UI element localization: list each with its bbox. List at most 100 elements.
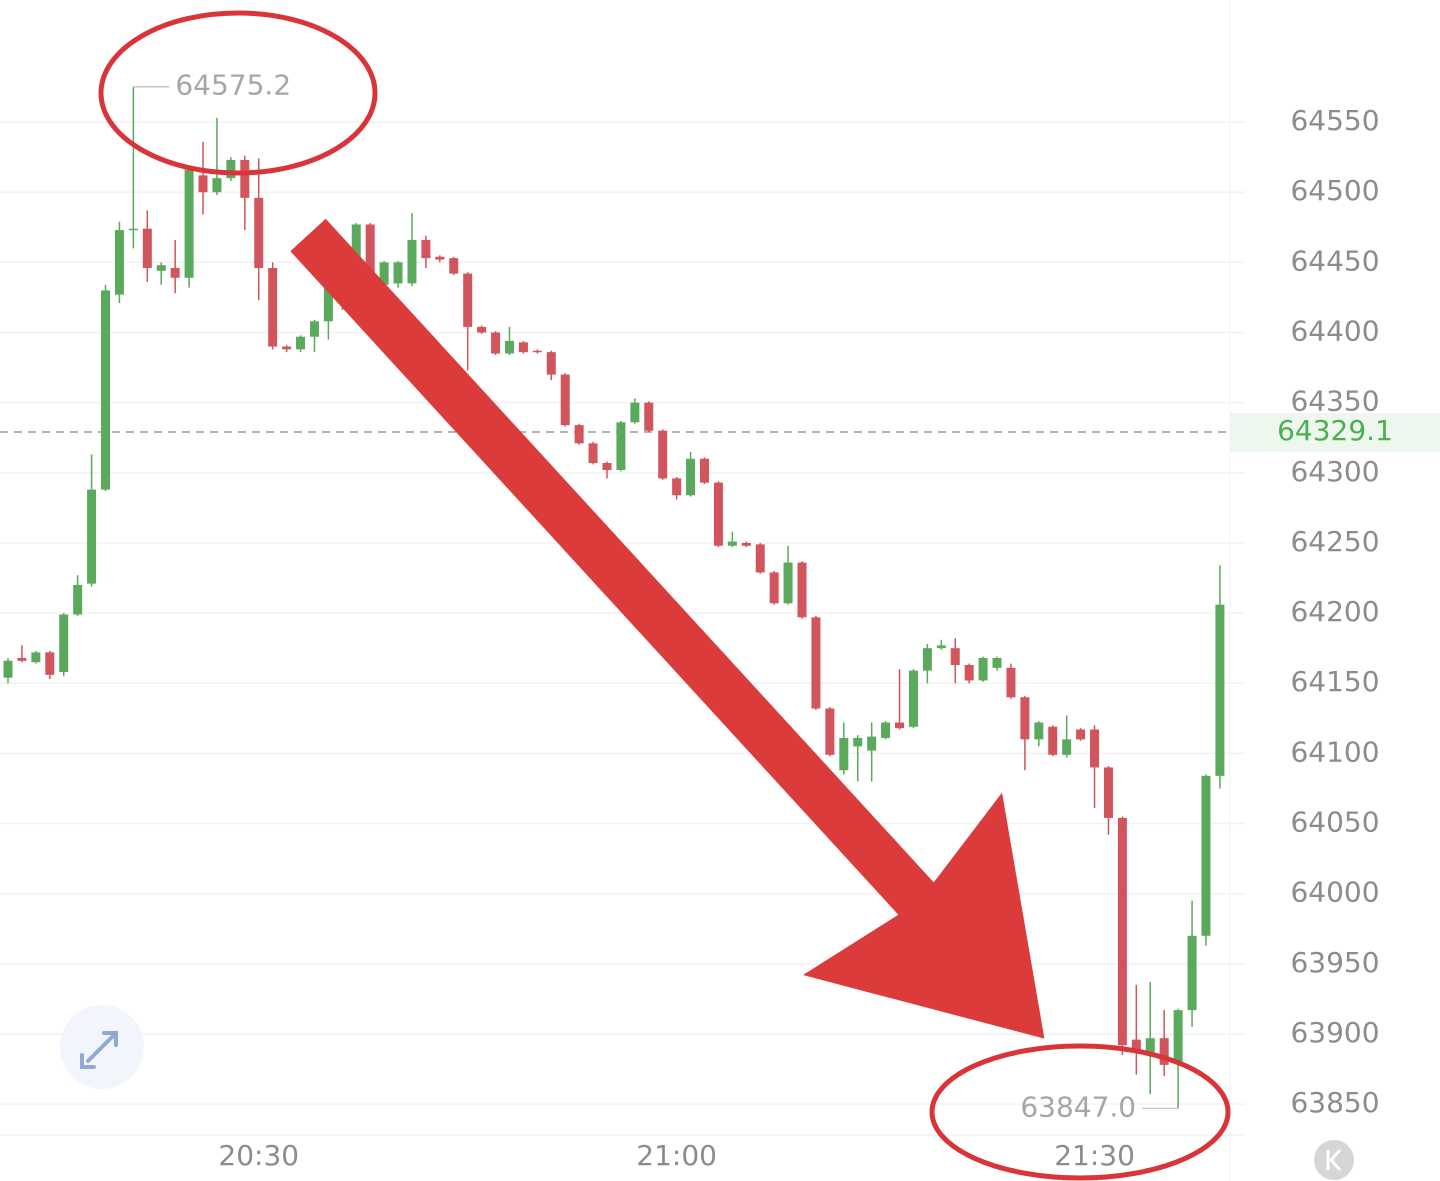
candle-body <box>198 175 208 193</box>
candle-body <box>142 228 152 268</box>
kline-button[interactable] <box>1314 1140 1354 1180</box>
y-tick-label: 64550 <box>1290 104 1379 137</box>
plot: 63850 63900 63950 64000 64050 64100 64150 64200… <box>0 69 1393 1172</box>
y-tick-label: 64450 <box>1290 244 1379 277</box>
candle-body <box>73 585 83 615</box>
candle-body <box>379 262 389 285</box>
y-tick-label: 64500 <box>1290 174 1379 207</box>
candle-body <box>574 425 584 444</box>
overlay-annotations <box>98 10 1231 1181</box>
candle-body <box>477 326 487 333</box>
candle-body <box>811 617 821 709</box>
candle-body <box>741 542 751 546</box>
candle-body <box>128 228 138 231</box>
candle-body <box>323 287 333 322</box>
candle-body <box>1173 1010 1183 1063</box>
candle-body <box>421 239 431 259</box>
y-tick-label: 63900 <box>1290 1016 1379 1049</box>
candle-body <box>839 737 849 771</box>
y-tick-label: 64000 <box>1290 876 1379 909</box>
candle-body <box>1034 722 1044 740</box>
candle-body <box>1090 729 1100 768</box>
candle-body <box>212 178 222 193</box>
candle-body <box>713 482 723 546</box>
y-tick-label: 64300 <box>1290 455 1379 488</box>
candle-body <box>268 267 278 347</box>
last-price-box <box>1230 413 1440 452</box>
y-tick-label: 64350 <box>1290 385 1379 418</box>
candle-body <box>504 340 514 354</box>
candle-body <box>908 670 918 727</box>
candle-body <box>184 169 194 278</box>
trend-arrow <box>290 218 1045 1039</box>
candle-body <box>1131 1039 1141 1053</box>
candle-body <box>1020 697 1030 740</box>
candle-body <box>407 239 417 284</box>
candle-body <box>17 657 27 661</box>
candle-body <box>588 443 598 463</box>
candle-body <box>672 478 682 496</box>
candle-body <box>1159 1038 1169 1065</box>
candle-body <box>156 265 166 271</box>
x-tick-label: 21:00 <box>636 1139 717 1172</box>
candle-body <box>3 660 13 678</box>
candle-body <box>825 708 835 755</box>
candle-body <box>240 159 250 198</box>
candle-body <box>114 230 124 295</box>
highlight-ellipse <box>929 1043 1231 1181</box>
candle-body <box>950 648 960 666</box>
candle-body <box>1062 739 1072 755</box>
candle-body <box>1117 817 1127 1046</box>
y-tick-label: 64250 <box>1290 525 1379 558</box>
candle-body <box>727 541 737 546</box>
candle-body <box>1006 667 1016 698</box>
candle-body <box>895 722 905 729</box>
candle-body <box>922 648 932 671</box>
candle-body <box>309 321 319 337</box>
candle-body <box>226 159 236 179</box>
highlight-ellipse <box>98 10 378 176</box>
candle-body <box>853 737 863 747</box>
candle-body <box>881 722 891 738</box>
candle-body <box>296 336 306 350</box>
candle-body <box>978 657 988 681</box>
candle-body <box>59 614 69 673</box>
annotation-label: 63847.0 <box>1020 1090 1136 1123</box>
candle-body <box>435 256 445 260</box>
y-tick-label: 63950 <box>1290 946 1379 979</box>
candle-body <box>31 652 41 663</box>
candle-body <box>1215 604 1225 776</box>
candle-body <box>992 657 1002 668</box>
candle-body <box>546 352 556 375</box>
candle-body <box>658 430 668 479</box>
candle-body <box>518 342 528 353</box>
candle-body <box>491 332 501 354</box>
x-tick-label: 20:30 <box>218 1139 299 1172</box>
y-tick-label: 64050 <box>1290 806 1379 839</box>
candle-body <box>463 273 473 327</box>
candle-body <box>783 562 793 604</box>
annotation-label: 64575.2 <box>175 69 291 102</box>
candle-body <box>964 665 974 681</box>
y-tick-label: 64100 <box>1290 735 1379 768</box>
candle-body <box>602 462 612 470</box>
candle-body <box>797 562 807 618</box>
y-tick-label: 64400 <box>1290 315 1379 348</box>
candle-body <box>45 652 55 675</box>
candle-body <box>867 736 877 751</box>
candle-body <box>393 262 403 284</box>
candle-body <box>769 572 779 604</box>
candle-body <box>700 458 709 483</box>
candle-body <box>936 645 946 649</box>
candle-body <box>616 422 626 470</box>
candle-body <box>101 290 111 490</box>
expand-button[interactable] <box>60 1005 144 1089</box>
candle-body <box>449 258 459 274</box>
last-price-label: 64329.1 <box>1277 414 1393 447</box>
candle-body <box>170 267 180 278</box>
candle-body <box>1048 726 1058 755</box>
candle-body <box>365 224 375 285</box>
candle-body <box>644 402 654 431</box>
